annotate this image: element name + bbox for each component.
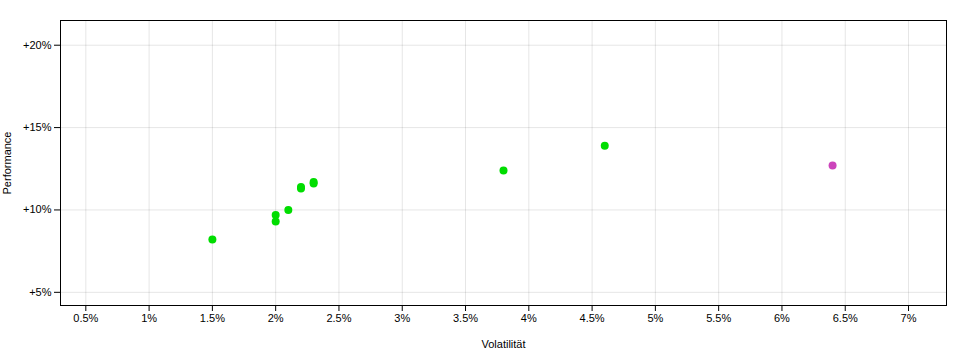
svg-text:3.5%: 3.5% bbox=[453, 312, 478, 324]
svg-text:+10%: +10% bbox=[23, 203, 52, 215]
svg-text:Volatilität: Volatilität bbox=[481, 338, 525, 350]
svg-text:0.5%: 0.5% bbox=[73, 312, 98, 324]
svg-text:6.5%: 6.5% bbox=[833, 312, 858, 324]
svg-text:4%: 4% bbox=[521, 312, 537, 324]
svg-text:3%: 3% bbox=[394, 312, 410, 324]
svg-text:+20%: +20% bbox=[23, 39, 52, 51]
svg-text:4.5%: 4.5% bbox=[580, 312, 605, 324]
svg-text:5.5%: 5.5% bbox=[706, 312, 731, 324]
svg-text:6%: 6% bbox=[774, 312, 790, 324]
svg-text:1%: 1% bbox=[141, 312, 157, 324]
svg-text:Performance: Performance bbox=[1, 132, 13, 195]
svg-text:+15%: +15% bbox=[23, 121, 52, 133]
svg-text:1.5%: 1.5% bbox=[200, 312, 225, 324]
svg-text:2%: 2% bbox=[268, 312, 284, 324]
svg-text:5%: 5% bbox=[647, 312, 663, 324]
svg-text:+5%: +5% bbox=[29, 286, 52, 298]
svg-text:7%: 7% bbox=[901, 312, 917, 324]
svg-text:2.5%: 2.5% bbox=[326, 312, 351, 324]
